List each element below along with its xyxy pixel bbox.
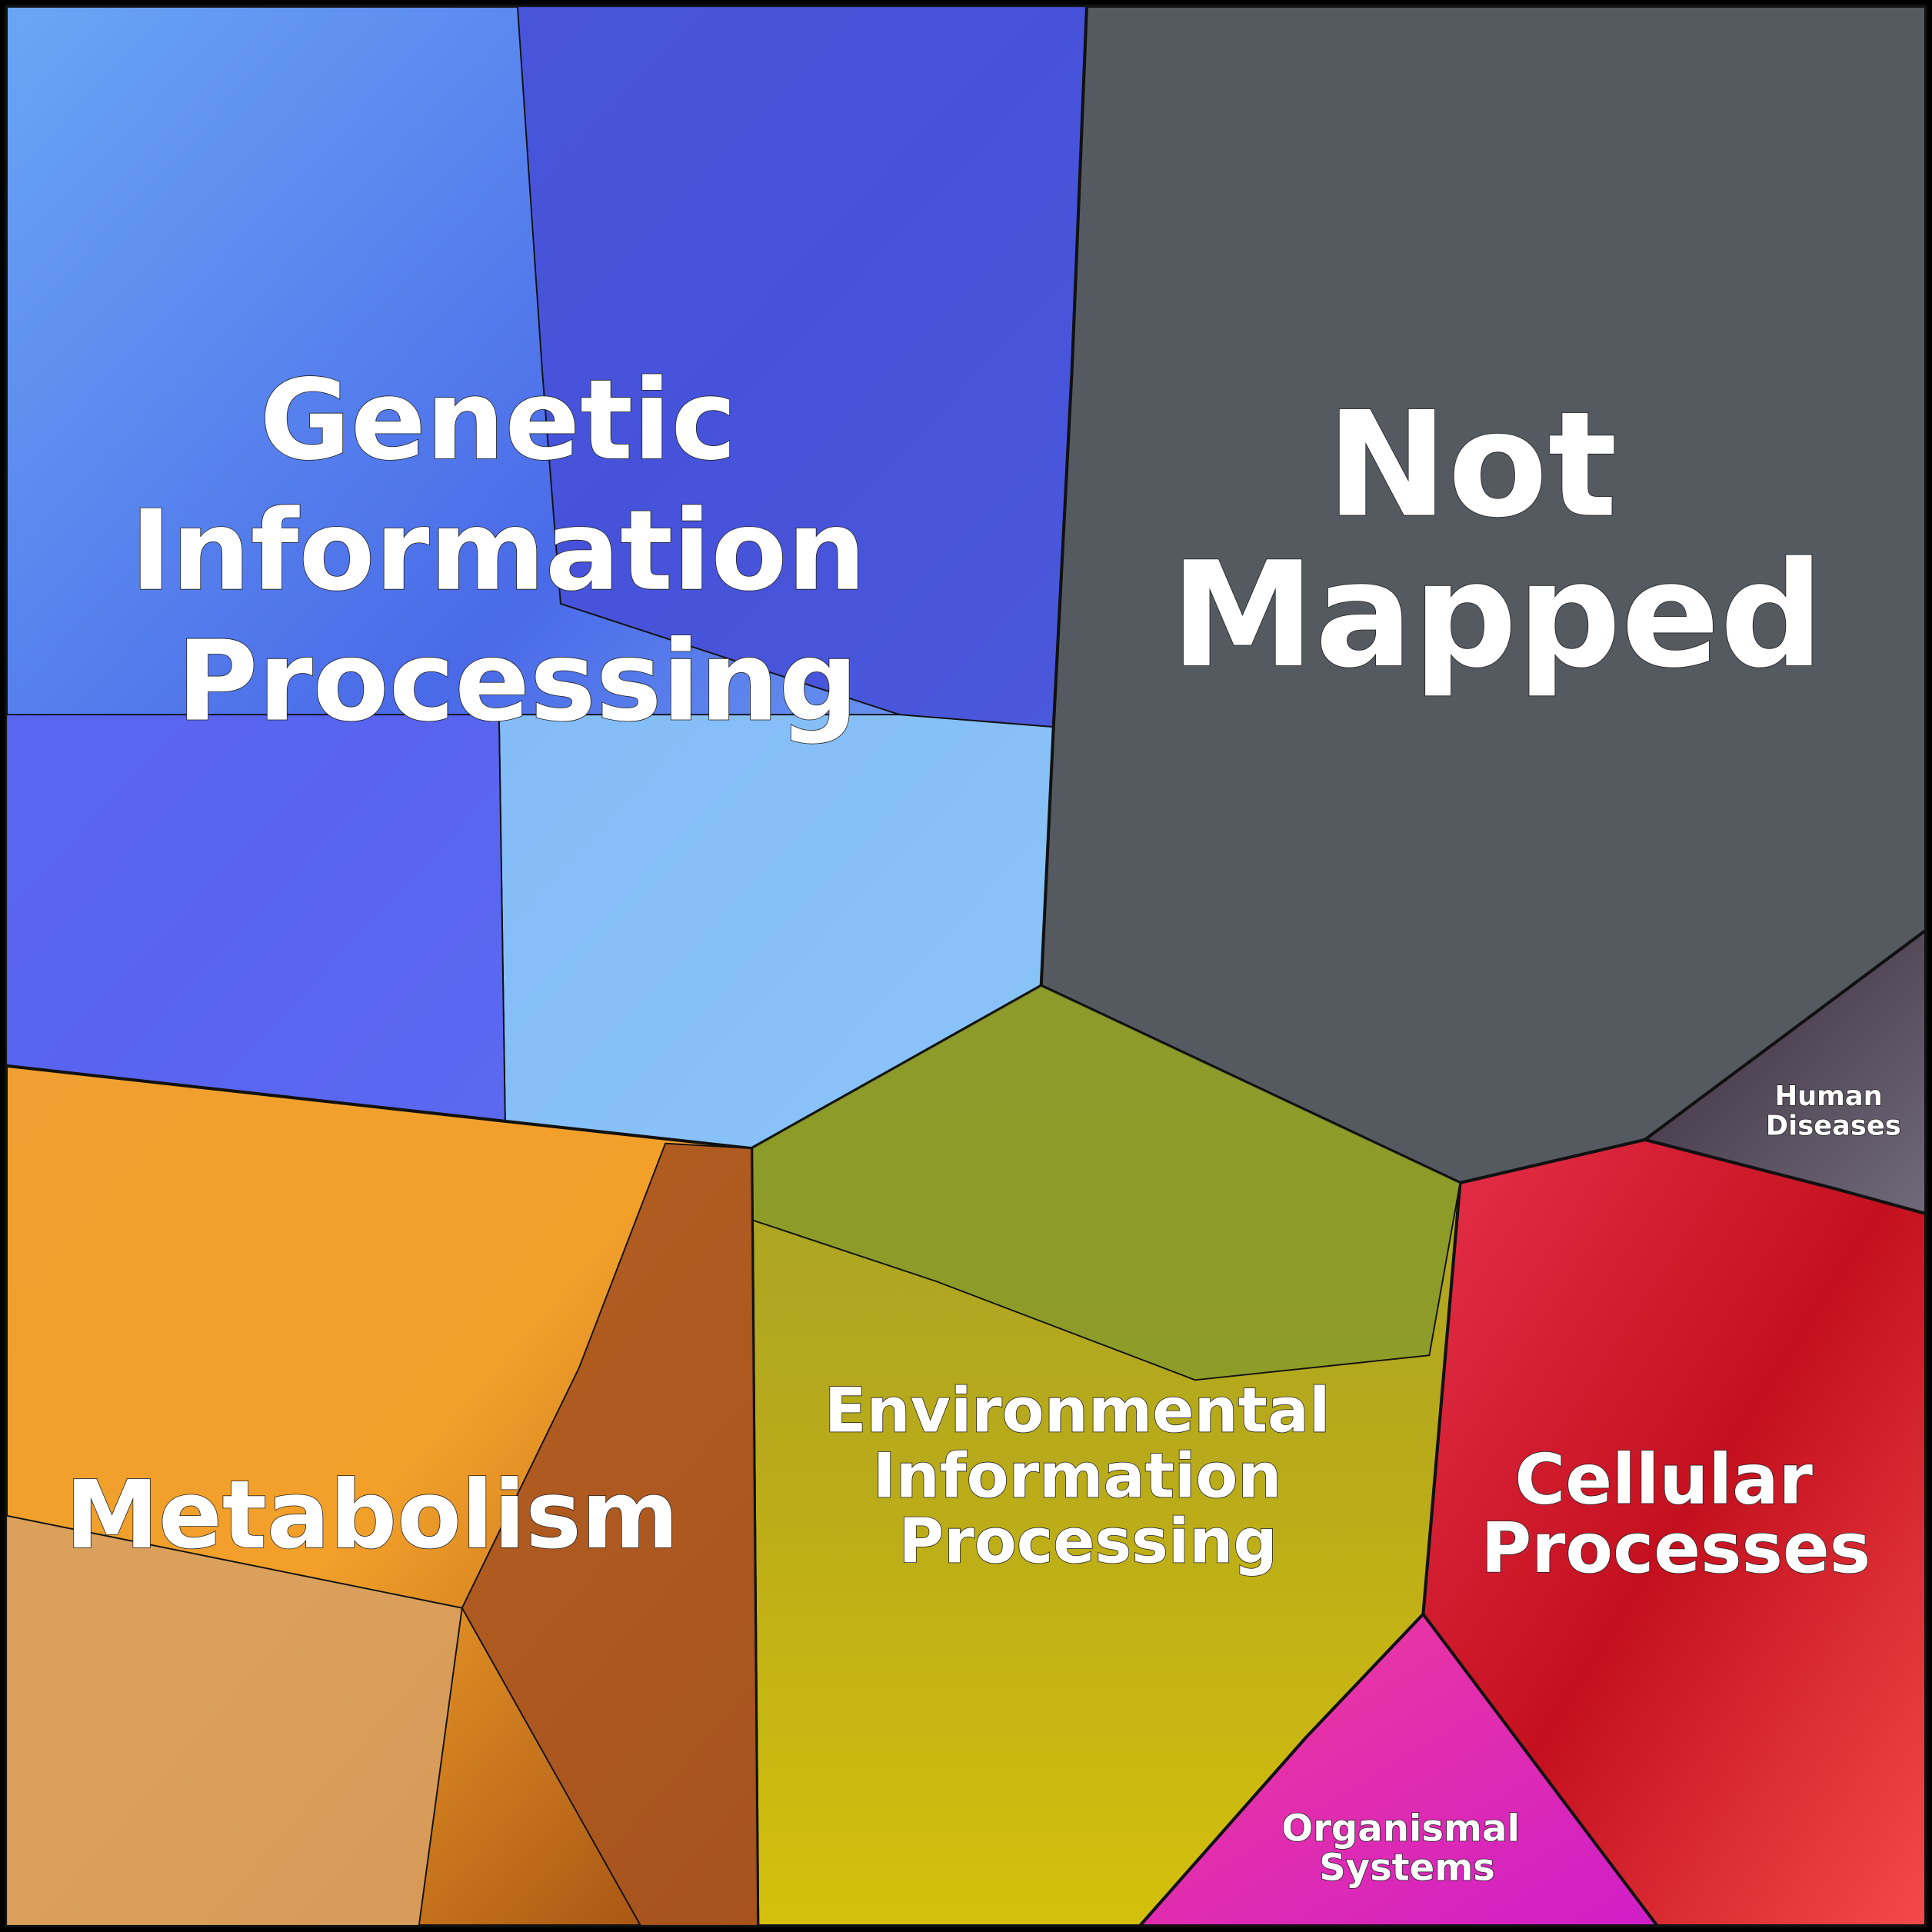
subregion bbox=[5, 1514, 463, 1927]
label-line: Environmental bbox=[824, 1375, 1331, 1447]
label-line: Organismal bbox=[1281, 1807, 1520, 1850]
label-line: Not bbox=[1326, 381, 1617, 550]
label-line: Processes bbox=[1481, 1509, 1870, 1589]
label-line: Processing bbox=[177, 618, 858, 747]
label-organismal: Organismal Systems bbox=[1281, 1807, 1532, 1889]
label-environmental: Environmental Information Processing bbox=[824, 1375, 1351, 1577]
label-genetic: Genetic Information Processing bbox=[130, 356, 904, 747]
label-cellular: Cellular Processes bbox=[1481, 1440, 1870, 1589]
label-metabolism: Metabolism bbox=[65, 1461, 679, 1570]
label-not-mapped: Not Mapped bbox=[1171, 381, 1824, 700]
label-human-diseases: Human Diseases bbox=[1766, 1081, 1901, 1141]
subregion bbox=[5, 714, 506, 1122]
label-line: Processing bbox=[899, 1505, 1277, 1577]
label-line: Genetic bbox=[260, 356, 737, 485]
label-line: Information bbox=[130, 487, 866, 616]
label-line: Systems bbox=[1319, 1847, 1495, 1890]
label-line: Mapped bbox=[1171, 531, 1824, 700]
label-line: Cellular bbox=[1514, 1440, 1813, 1520]
subregion bbox=[461, 1142, 759, 1927]
label-line: Information bbox=[873, 1440, 1281, 1511]
label-line: Diseases bbox=[1766, 1110, 1901, 1141]
label-line: Human bbox=[1775, 1081, 1883, 1112]
label-line: Metabolism bbox=[65, 1461, 679, 1570]
subregion bbox=[751, 984, 1461, 1381]
